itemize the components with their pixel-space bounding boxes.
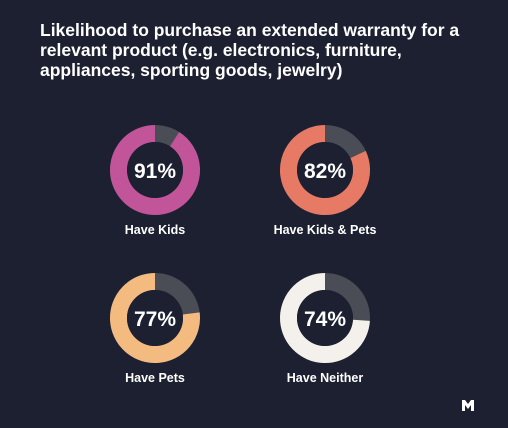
donut-value-label: 82% xyxy=(304,160,346,183)
donut-hole xyxy=(297,142,353,198)
donut-arc xyxy=(110,125,200,215)
brand-logo-icon xyxy=(462,400,474,411)
donut-arc xyxy=(280,273,370,363)
donut-arc xyxy=(110,273,200,363)
donut-value-label: 74% xyxy=(304,308,346,331)
donut-chart: 77% Have Pets xyxy=(110,273,200,385)
donut-hole xyxy=(297,290,353,346)
donut-chart: 82% Have Kids & Pets xyxy=(274,125,377,237)
donut-hole xyxy=(127,142,183,198)
donut-category-label: Have Pets xyxy=(125,371,185,385)
donut-category-label: Have Neither xyxy=(287,371,364,385)
donut-chart: 91% Have Kids xyxy=(110,125,200,237)
donut-arc xyxy=(280,125,370,215)
donut-value-label: 91% xyxy=(134,160,176,183)
donut-category-label: Have Kids xyxy=(125,223,185,237)
donut-chart: 74% Have Neither xyxy=(280,273,370,385)
donut-value-label: 77% xyxy=(134,308,176,331)
donut-category-label: Have Kids & Pets xyxy=(274,223,377,237)
donut-hole xyxy=(127,290,183,346)
chart-title: Likelihood to purchase an extended warra… xyxy=(40,20,460,80)
